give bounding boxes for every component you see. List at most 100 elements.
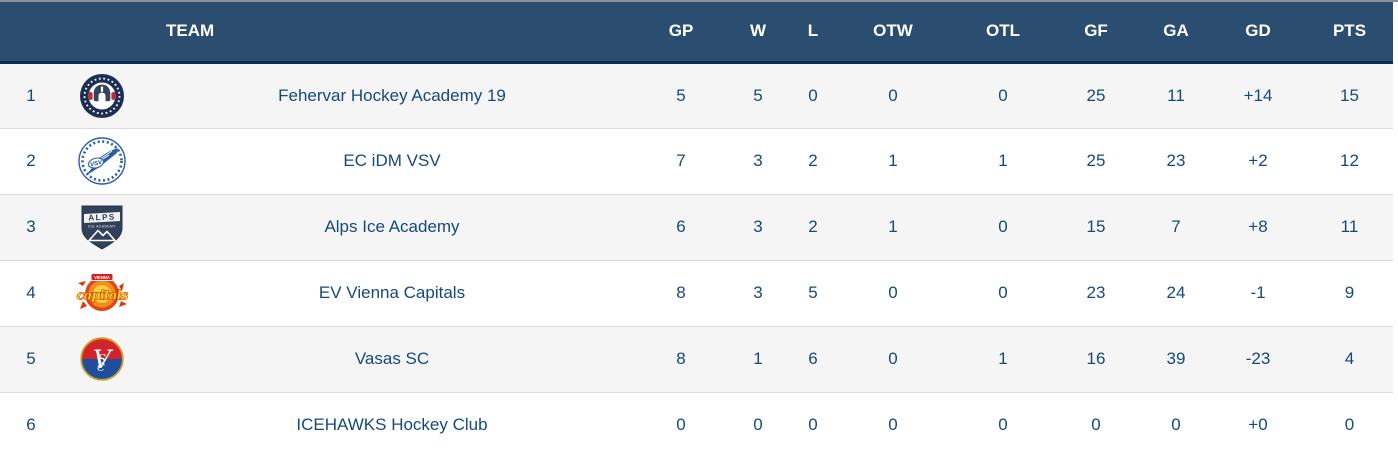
col-header-pts: PTS: [1306, 2, 1393, 64]
gf-cell: 25: [1086, 85, 1106, 105]
ga-cell: 0: [1142, 391, 1210, 458]
standings-row[interactable]: 6 ICEHAWKS Hockey Club 0 0 0 0 0 0 0 +0 …: [0, 391, 1393, 458]
team-name-link[interactable]: Vasas SC: [354, 349, 430, 368]
position-cell: 4: [0, 259, 62, 326]
position-cell: 1: [26, 85, 36, 105]
gf-cell: 0: [1050, 391, 1142, 458]
team-logo-cell: [62, 62, 142, 128]
w-cell: 3: [720, 127, 796, 194]
gf-cell: 25: [1050, 127, 1142, 194]
otw-cell: 0: [830, 325, 956, 392]
alps-title-text: ALPS: [88, 213, 116, 223]
otw-cell: 0: [888, 85, 898, 105]
col-header-otw: OTW: [830, 2, 956, 64]
gd-cell: +2: [1210, 127, 1306, 194]
team-name-link[interactable]: EV Vienna Capitals: [318, 283, 466, 302]
otw-cell: 1: [830, 127, 956, 194]
gp-cell: 8: [642, 325, 720, 392]
pts-cell: 4: [1306, 325, 1393, 392]
gp-cell: 7: [642, 127, 720, 194]
position-cell: 5: [0, 325, 62, 392]
otl-cell: 0: [956, 391, 1050, 458]
standings-row[interactable]: 1 Fehervar Hockey Academy 19 5 5 0 0 0: [0, 62, 1393, 128]
capitals-banner-text: VIENNA: [94, 275, 110, 280]
w-cell: 3: [720, 259, 796, 326]
gd-cell: -1: [1210, 259, 1306, 326]
l-cell: 0: [796, 391, 830, 458]
ec-idm-vsv-logo-icon: VSV: [78, 137, 126, 185]
standings-row[interactable]: 5 V S C Vasas SC 8 1 6 0 1 16 39 -2: [0, 325, 1393, 392]
gf-cell: 15: [1050, 193, 1142, 260]
otl-cell: 0: [998, 85, 1008, 105]
col-header-gd: GD: [1210, 2, 1306, 64]
w-cell: 5: [753, 85, 763, 105]
team-logo-cell: VSV: [62, 127, 142, 194]
col-header-gf: GF: [1050, 2, 1142, 64]
standings-header-row: TEAM GP W L OTW OTL GF GA GD PTS: [0, 2, 1393, 64]
l-cell: 2: [796, 127, 830, 194]
fehervar-hockey-academy-logo-icon: [80, 73, 124, 118]
gd-cell: +8: [1210, 193, 1306, 260]
team-logo-cell: VIENNA capitals: [62, 259, 142, 326]
pts-cell: 11: [1306, 193, 1393, 260]
col-header-position: [0, 2, 62, 64]
otw-cell: 1: [830, 193, 956, 260]
gd-cell: +14: [1243, 85, 1273, 105]
team-cell: ICEHAWKS Hockey Club: [142, 391, 642, 458]
team-logo-cell: V S C: [62, 325, 142, 392]
team-name-link[interactable]: Fehervar Hockey Academy 19: [278, 85, 506, 105]
gd-cell: +0: [1210, 391, 1306, 458]
ga-cell: 11: [1167, 85, 1185, 105]
gp-cell: 5: [676, 85, 686, 105]
team-logo-cell-empty: [62, 391, 142, 458]
team-cell: EV Vienna Capitals: [142, 259, 642, 326]
otl-cell: 1: [956, 127, 1050, 194]
team-cell: Alps Ice Academy: [142, 193, 642, 260]
team-cell: Vasas SC: [142, 325, 642, 392]
l-cell: 2: [796, 193, 830, 260]
vsv-label-text: VSV: [90, 160, 104, 169]
team-name-link[interactable]: ICEHAWKS Hockey Club: [296, 415, 488, 435]
svg-text:S: S: [98, 352, 106, 366]
gp-cell: 8: [642, 259, 720, 326]
capitals-script-text: capitals: [77, 289, 129, 304]
pts-cell: 9: [1306, 259, 1393, 326]
svg-text:C: C: [97, 363, 105, 374]
ga-cell: 7: [1142, 193, 1210, 260]
alps-subtitle-text: ICE ACADEMY: [88, 224, 116, 228]
otl-cell: 1: [956, 325, 1050, 392]
position-cell: 2: [0, 127, 62, 194]
gd-cell: -23: [1210, 325, 1306, 392]
team-cell: Fehervar Hockey Academy 19: [142, 62, 642, 128]
position-cell: 6: [0, 391, 62, 458]
otw-cell: 0: [830, 391, 956, 458]
standings-row[interactable]: 2 VSV EC iDM VSV 7 3 2: [0, 127, 1393, 194]
team-logo-cell: ALPS ICE ACADEMY: [62, 193, 142, 260]
pts-cell: 12: [1306, 127, 1393, 194]
vasas-sc-logo-icon: V S C: [80, 337, 124, 381]
gp-cell: 6: [642, 193, 720, 260]
col-header-team: TEAM: [142, 2, 642, 64]
col-header-otl: OTL: [956, 2, 1050, 64]
ev-vienna-capitals-logo-icon: VIENNA capitals: [76, 273, 130, 311]
gf-cell: 16: [1050, 325, 1142, 392]
gp-cell: 0: [642, 391, 720, 458]
ga-cell: 24: [1142, 259, 1210, 326]
w-cell: 3: [720, 193, 796, 260]
col-header-ga: GA: [1142, 2, 1210, 64]
l-cell: 6: [796, 325, 830, 392]
l-cell: 0: [808, 85, 818, 105]
pts-cell: 0: [1306, 391, 1393, 458]
otw-cell: 0: [830, 259, 956, 326]
standings-row[interactable]: 4 VIENNA capitals EV Vienna Capitals 8 3…: [0, 259, 1393, 326]
svg-text:V: V: [93, 345, 114, 374]
page-top-border: [0, 0, 1398, 2]
alps-ice-academy-logo-icon: ALPS ICE ACADEMY: [81, 205, 123, 250]
standings-row[interactable]: 3 ALPS ICE ACADEMY Alps Ice Academy 6 3 …: [0, 193, 1393, 260]
col-header-w: W: [720, 2, 796, 64]
team-name-link[interactable]: Alps Ice Academy: [324, 217, 460, 236]
col-header-l: L: [796, 2, 830, 64]
team-name-link[interactable]: EC iDM VSV: [343, 151, 441, 170]
l-cell: 5: [796, 259, 830, 326]
